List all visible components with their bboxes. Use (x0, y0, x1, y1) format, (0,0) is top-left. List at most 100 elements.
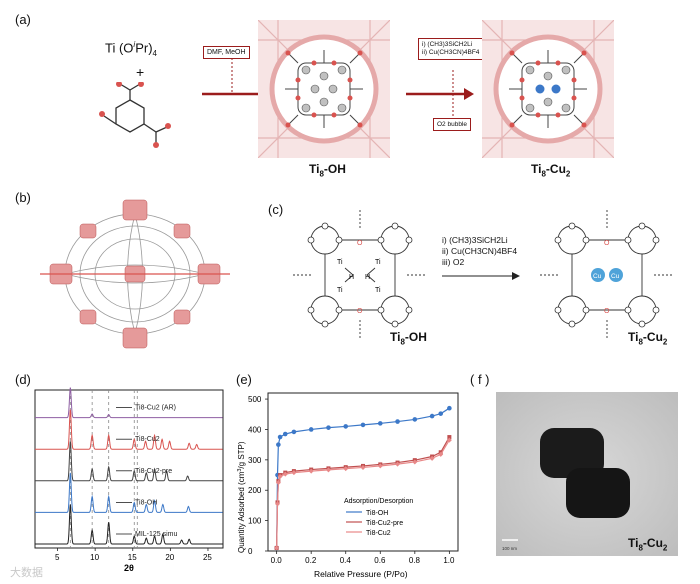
panel-c-arrow (442, 272, 520, 280)
framework-view-b (40, 199, 230, 349)
iso-point (377, 463, 383, 469)
svg-text:O: O (357, 240, 363, 247)
iso-point (343, 466, 349, 472)
iso-series-line (276, 439, 450, 548)
reactant-ti-alkoxide: Ti (OiPr)4 (105, 40, 157, 58)
pxrd-series-line (35, 441, 223, 482)
pxrd-series-line (35, 504, 223, 545)
pxrd-series-label: Ti8-Cu2 (135, 436, 160, 443)
iso-point (438, 411, 444, 416)
pxrd-chart: Ti8-Cu2 (AR) Ti8-Cu2 Ti8-Cu2-pre Ti8-OH MIL-… (34, 387, 224, 573)
watermark: 大数据 (10, 567, 43, 579)
iso-point (343, 424, 349, 429)
iso-legend-entry: Ti8-Cu2 (366, 530, 391, 537)
iso-xtick-label: 0.4 (340, 556, 352, 565)
iso-point (412, 459, 418, 465)
iso-ytick-label: 300 (248, 456, 262, 465)
panel-e-label: (e) (236, 372, 252, 387)
panel-c-conditions: i) (CH3)3SiCH2Li ii) Cu(CH3CN)4BF4 iii) … (442, 235, 518, 267)
iso-point (326, 425, 331, 430)
iso-legend-entry: Ti8-OH (366, 510, 388, 517)
iso-point (377, 421, 383, 426)
pxrd-series-line (35, 409, 223, 450)
iso-point (277, 474, 283, 480)
iso-legend-entry: Ti8-Cu2-pre (366, 520, 403, 527)
iso-xtick-label: 1.0 (443, 556, 455, 565)
plus-sign: + (136, 64, 145, 80)
ti8-oh-framework-image (258, 20, 390, 158)
pxrd-series-label: Ti8-OH (135, 499, 157, 506)
iso-point (291, 429, 297, 435)
iso-point (282, 471, 288, 477)
isotherm-ylabel: Quantity Adsorbed (cm3/g STP) (237, 441, 246, 553)
svg-text:Ti: Ti (375, 259, 381, 266)
tem-particle-2 (566, 468, 630, 518)
iso-series-line (276, 436, 450, 548)
tem-caption: Ti8-Cu2 (628, 536, 668, 553)
iso-point (429, 455, 435, 461)
pxrd-xtick-label: 15 (128, 553, 137, 562)
svg-text:O: O (357, 308, 363, 315)
isotherm-chart: 0 100 200 300 400 500 0.0 0.2 0.4 0.6 0.8 1.0 Quan… (237, 392, 459, 579)
pxrd-xlabel: 2θ (124, 563, 134, 573)
iso-point (275, 480, 281, 486)
iso-ytick-label: 100 (248, 517, 262, 526)
svg-text:Ti: Ti (337, 287, 343, 294)
svg-text:Cu: Cu (611, 273, 620, 280)
pxrd-series-label: Ti8-Cu2-pre (135, 468, 172, 475)
svg-text:Ti: Ti (375, 287, 381, 294)
tem-scale-label: 100 nm (502, 546, 517, 551)
reaction-arrow-2 (406, 88, 474, 100)
iso-point (308, 468, 314, 474)
pxrd-xtick-label: 5 (55, 553, 60, 562)
iso-point (447, 405, 452, 411)
svg-text:O: O (604, 240, 610, 247)
panel-c-left-name: Ti8-OH (390, 330, 427, 347)
tem-image: 100 nm (496, 392, 678, 556)
iso-xtick-label: 0.6 (374, 556, 386, 565)
iso-point (275, 501, 280, 507)
iso-point (325, 467, 331, 473)
panel-c-label: (c) (268, 202, 284, 217)
pxrd-series-line (35, 387, 223, 419)
pxrd-xtick-label: 20 (165, 553, 174, 562)
svg-text:H: H (349, 274, 354, 281)
iso-point (360, 422, 366, 428)
iso-point (277, 434, 283, 440)
step2-conditions-box: i) (CH3)3SiCH2Li ii) Cu(CH3CN)4BF4 (418, 38, 484, 60)
iso-ytick-label: 400 (248, 425, 262, 434)
iso-ytick-label: 0 (248, 547, 253, 556)
iso-point (438, 451, 444, 457)
panel-c-right-name: Ti8-Cu2 (628, 330, 668, 347)
svg-text:Ti: Ti (337, 259, 343, 266)
iso-point (276, 442, 281, 447)
iso-xtick-label: 0.0 (271, 556, 283, 565)
svg-text:Cu: Cu (593, 273, 602, 280)
iso-point (395, 419, 400, 424)
iso-point (429, 413, 435, 419)
pxrd-xtick-label: 25 (203, 553, 212, 562)
iso-point (291, 470, 297, 476)
panel-a-label: (a) (15, 12, 31, 27)
pxrd-series-line (35, 472, 223, 513)
isotherm-xlabel: Relative Pressure (P/Po) (314, 569, 408, 579)
iso-point (412, 417, 418, 422)
iso-legend-title: Adsorption/Desorption (344, 498, 413, 505)
svg-text:O: O (604, 308, 610, 315)
terephthalic-acid-structure (99, 82, 171, 148)
pxrd-series-label: Ti8-Cu2 (AR) (135, 405, 176, 412)
iso-point (360, 464, 366, 470)
ti8-oh-cluster-schematic: Ti Ti Ti Ti O O H H (293, 210, 427, 340)
iso-point (308, 427, 314, 432)
panel-b-label: (b) (15, 190, 31, 205)
pxrd-plot-frame (34, 389, 224, 549)
pxrd-xtick-label: 10 (90, 553, 99, 562)
iso-point (274, 545, 280, 551)
tem-particle-1 (540, 428, 604, 478)
iso-point (395, 461, 401, 467)
panel-f-label: ( f ) (470, 372, 490, 387)
iso-series-line (276, 407, 450, 548)
isotherm-plot-frame (267, 392, 459, 552)
svg-text:H: H (365, 274, 370, 281)
iso-point (446, 437, 452, 443)
